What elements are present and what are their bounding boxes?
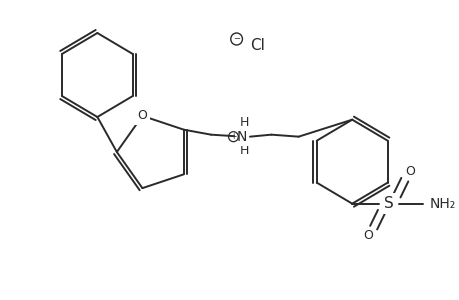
Text: −: − [233,34,240,43]
Text: +: + [230,132,236,141]
Text: H: H [239,144,248,157]
Text: S: S [384,196,393,211]
Text: O: O [405,165,414,178]
Text: O: O [362,229,372,242]
Text: H: H [239,116,248,129]
Text: Cl: Cl [250,38,264,52]
Text: NH₂: NH₂ [429,197,455,211]
Text: O: O [137,110,147,122]
Text: N: N [236,130,247,144]
